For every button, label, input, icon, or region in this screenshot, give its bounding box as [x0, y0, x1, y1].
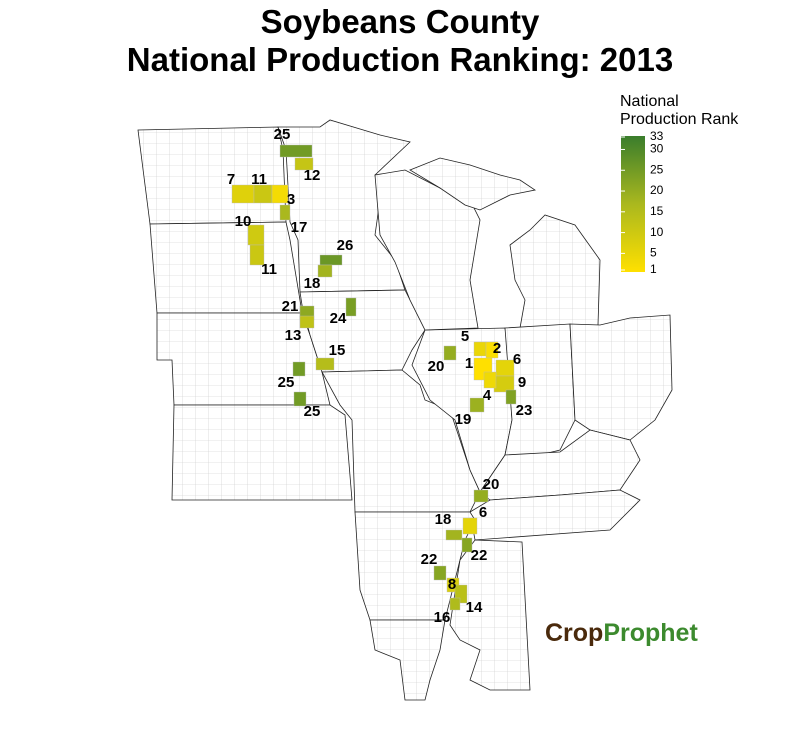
rank-label: 13: [285, 327, 302, 344]
county: [299, 315, 315, 329]
state: [374, 169, 481, 331]
county: [249, 244, 265, 266]
state: [369, 619, 446, 701]
rank-label: 16: [434, 609, 451, 626]
legend-tick-label: 1: [650, 262, 657, 276]
rank-label: 20: [428, 358, 445, 375]
legend-title: National: [620, 93, 679, 110]
rank-label: 11: [261, 261, 277, 278]
state: [509, 214, 601, 329]
county: [473, 489, 489, 503]
logo-part: Crop: [545, 619, 603, 647]
county: [279, 204, 291, 221]
rank-label: 25: [278, 374, 295, 391]
rank-label: 6: [479, 504, 487, 521]
rank-label: 9: [518, 374, 526, 391]
state: [449, 539, 531, 691]
legend-colorbar: [621, 136, 645, 272]
rank-label: 21: [282, 298, 299, 315]
rank-label: 15: [329, 342, 346, 359]
county: [443, 345, 457, 361]
rank-label: 22: [471, 547, 488, 564]
county: [493, 375, 515, 393]
county: [293, 391, 307, 407]
county: [317, 264, 333, 278]
state: [469, 489, 641, 541]
county-fills: [231, 144, 517, 611]
rank-label: 7: [227, 171, 235, 188]
rank-label: 20: [483, 476, 500, 493]
legend-tick-label: 5: [650, 246, 657, 260]
county: [345, 297, 357, 317]
county: [483, 371, 497, 389]
rank-label: 25: [274, 126, 291, 143]
county: [445, 529, 463, 541]
rank-label: 26: [337, 237, 354, 254]
rank-label: 18: [304, 275, 321, 292]
county: [271, 184, 289, 204]
rank-label: 17: [291, 219, 308, 236]
logo-part: Prophet: [603, 619, 698, 647]
legend-tick-label: 30: [650, 142, 664, 156]
legend-tick-label: 33: [650, 129, 664, 143]
legend-tick-label: 20: [650, 183, 664, 197]
rank-label: 12: [304, 167, 321, 184]
county: [473, 341, 487, 357]
rank-label: 1: [465, 355, 473, 372]
rank-label: 6: [513, 351, 521, 368]
county: [319, 254, 343, 266]
county: [294, 157, 314, 171]
county: [292, 361, 306, 377]
legend-tick-label: 10: [650, 225, 664, 239]
title-line: Soybeans County: [261, 3, 540, 40]
county: [315, 357, 335, 371]
county: [495, 359, 515, 377]
title-line: National Production Ranking: 2013: [127, 41, 673, 78]
county: [433, 565, 447, 581]
rank-label: 18: [435, 511, 452, 528]
county: [505, 389, 517, 405]
rank-label: 14: [466, 599, 483, 616]
state-outlines: [137, 119, 673, 701]
state: [409, 157, 537, 211]
county: [469, 397, 485, 413]
rank-label: 11: [251, 171, 267, 188]
rank-label: 2: [493, 340, 501, 357]
state: [171, 404, 353, 501]
county: [461, 537, 473, 553]
rank-label: 3: [287, 191, 295, 208]
rank-label: 25: [304, 403, 321, 420]
rank-label: 10: [235, 213, 252, 230]
county: [279, 144, 313, 158]
county: [449, 597, 461, 611]
rank-label: 22: [421, 551, 438, 568]
legend-title: Production Rank: [620, 111, 739, 128]
state: [149, 221, 303, 314]
rank-label: 23: [516, 402, 533, 419]
rank-label: 24: [330, 310, 347, 327]
rank-label: 4: [483, 387, 492, 404]
rank-label: 5: [461, 328, 469, 345]
rank-label: 19: [455, 411, 472, 428]
county: [462, 517, 478, 535]
rank-label: 8: [448, 576, 456, 593]
legend-tick-label: 25: [650, 162, 664, 176]
legend-tick-label: 15: [650, 204, 664, 218]
logo: CropProphet: [545, 619, 698, 647]
state: [569, 314, 673, 441]
